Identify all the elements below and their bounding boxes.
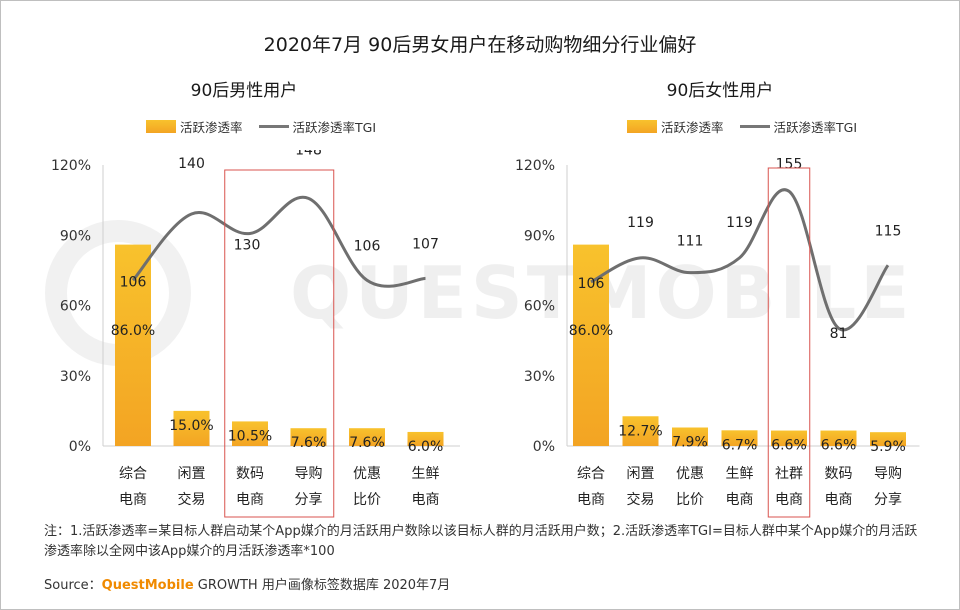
bar [232, 421, 268, 446]
left-legend: 活跃渗透率 活跃渗透率TGI [146, 117, 376, 135]
x-tick-label: 优惠 [353, 466, 381, 482]
bar-value-label: 7.9% [672, 435, 708, 451]
x-tick-label: 电商 [726, 492, 754, 508]
bar-value-label: 10.5% [228, 428, 272, 444]
x-tick-label: 分享 [874, 491, 902, 508]
y-tick-label: 0% [69, 439, 91, 455]
x-tick-label: 电商 [775, 492, 803, 508]
tgi-value-label: 119 [726, 215, 753, 231]
tgi-value-label: 106 [120, 274, 147, 290]
x-tick-label: 闲置 [178, 466, 206, 482]
x-tick-label: 优惠 [676, 466, 704, 482]
bar-value-label: 5.9% [870, 439, 906, 455]
tgi-value-label: 119 [627, 215, 654, 231]
x-tick-label: 交易 [178, 491, 206, 508]
x-tick-label: 导购 [295, 466, 323, 482]
legend-line-swatch [258, 124, 289, 128]
x-tick-label: 数码 [236, 466, 264, 482]
legend-bar-swatch [146, 119, 176, 133]
chart-main-title: 2020年7月 90后男女用户在移动购物细分行业偏好 [263, 34, 697, 56]
bar [870, 432, 906, 446]
source-prefix: Source： [44, 578, 102, 593]
bar-value-label: 86.0% [111, 323, 155, 339]
y-tick-label: 30% [524, 369, 555, 385]
x-tick-label: 数码 [825, 466, 853, 482]
x-tick-label: 比价 [676, 492, 704, 508]
source-brand: QuestMobile [101, 578, 194, 593]
y-tick-label: 60% [60, 299, 91, 315]
x-tick-label: 综合 [577, 466, 605, 482]
bar [771, 430, 807, 446]
legend-bar-swatch [627, 119, 657, 133]
tgi-value-label: 107 [412, 236, 439, 252]
x-tick-label: 生鲜 [412, 466, 440, 482]
footnote: 注：1.活跃渗透率=某目标人群启动某个App媒介的月活跃用户数除以该目标人群的月… [44, 524, 918, 559]
tgi-value-label: 148 [295, 150, 322, 158]
bar-value-label: 6.7% [722, 437, 758, 453]
bar-value-label: 6.6% [771, 438, 807, 454]
y-tick-label: 30% [60, 369, 91, 385]
x-tick-label: 电商 [577, 492, 605, 508]
source-line: Source：QuestMobile GROWTH 用户画像标签数据库 2020… [44, 574, 450, 593]
bar [820, 430, 857, 446]
tgi-value-label: 111 [677, 234, 704, 250]
bar-value-label: 15.0% [169, 418, 213, 434]
x-tick-label: 导购 [874, 466, 902, 482]
bar-value-label: 7.6% [291, 435, 327, 451]
right-panel-title: 90后女性用户 [666, 81, 774, 101]
bar [672, 427, 708, 446]
bar-value-label: 86.0% [569, 323, 613, 339]
tgi-value-label: 106 [578, 276, 605, 292]
bar [407, 431, 444, 446]
highlight-box [767, 167, 811, 518]
tgi-value-label: 81 [830, 326, 848, 342]
bar [622, 416, 659, 446]
x-tick-label: 生鲜 [726, 466, 754, 482]
legend-line-label: 活跃渗透率TGI [292, 119, 377, 135]
bar-value-label: 6.0% [408, 439, 444, 455]
x-tick-label: 电商 [825, 492, 853, 508]
bar [573, 244, 609, 446]
bar [721, 430, 758, 446]
legend-line-swatch [739, 124, 770, 128]
x-tick-label: 交易 [627, 491, 655, 508]
tgi-line [131, 195, 426, 288]
source-suffix: GROWTH 用户画像标签数据库 2020年7月 [193, 578, 451, 593]
bar-value-label: 12.7% [618, 423, 662, 439]
tgi-line [590, 188, 890, 332]
right-legend: 活跃渗透率 活跃渗透率TGI [627, 117, 857, 135]
legend-line-label: 活跃渗透率TGI [773, 119, 858, 135]
bar-value-label: 6.6% [821, 438, 857, 454]
tgi-value-label: 130 [234, 238, 261, 254]
x-tick-label: 闲置 [627, 466, 655, 482]
bar [349, 428, 385, 446]
y-tick-label: 0% [533, 439, 555, 455]
x-tick-label: 社群 [775, 466, 803, 482]
y-tick-label: 90% [524, 228, 555, 244]
y-tick-label: 60% [524, 299, 555, 315]
x-tick-label: 综合 [119, 466, 147, 482]
y-tick-label: 120% [515, 158, 555, 174]
x-tick-label: 电商 [236, 492, 264, 508]
highlight-box [224, 169, 335, 518]
bar-value-label: 7.6% [349, 435, 385, 451]
tgi-value-label: 106 [354, 238, 381, 254]
left-panel-title: 90后男性用户 [190, 81, 298, 101]
tgi-value-label: 115 [875, 223, 902, 239]
bar [173, 410, 210, 446]
x-tick-label: 比价 [353, 492, 381, 508]
x-tick-label: 电商 [119, 492, 147, 508]
x-tick-label: 电商 [412, 492, 440, 508]
x-tick-label: 分享 [295, 491, 323, 508]
legend-bar-label: 活跃渗透率 [661, 119, 724, 135]
legend-bar-label: 活跃渗透率 [180, 119, 243, 135]
tgi-value-label: 155 [776, 156, 803, 172]
tgi-value-label: 140 [178, 156, 205, 172]
bar [290, 428, 327, 446]
y-tick-label: 120% [51, 158, 91, 174]
y-tick-label: 90% [60, 228, 91, 244]
